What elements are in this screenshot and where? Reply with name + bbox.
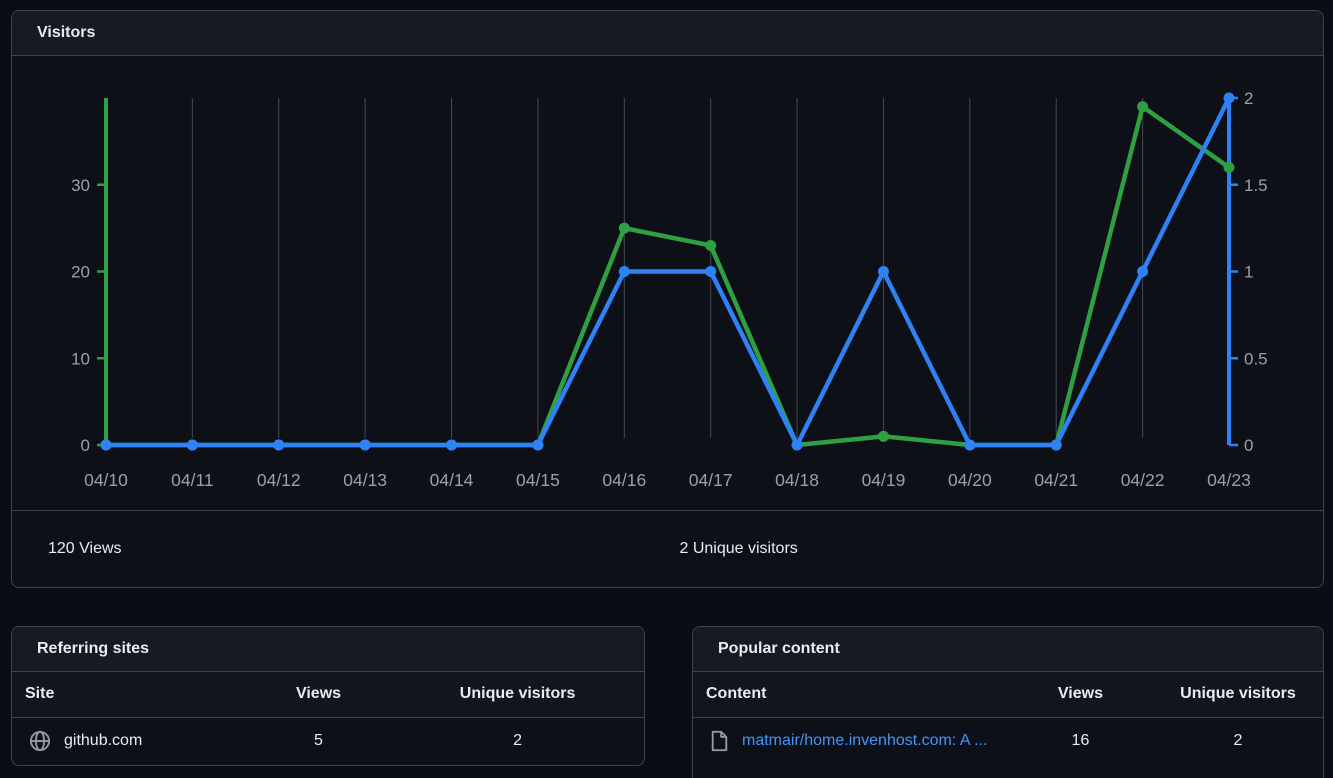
table-row: github.com 5 2 bbox=[12, 717, 644, 765]
total-views-stat: 120 Views bbox=[48, 540, 122, 557]
referring-site-name: github.com bbox=[64, 732, 143, 750]
svg-text:04/12: 04/12 bbox=[257, 470, 301, 490]
svg-text:0.5: 0.5 bbox=[1244, 349, 1268, 368]
svg-text:04/20: 04/20 bbox=[948, 470, 992, 490]
x-axis-labels: 04/10 04/11 04/12 04/13 04/14 04/15 04/16 04/17… bbox=[84, 470, 1251, 490]
visitors-chart: 0 10 20 30 0 0.5 1 1.5 2 04/10 04/11 04/12 04/13 04/1… bbox=[12, 56, 1323, 510]
svg-text:1.5: 1.5 bbox=[1244, 176, 1268, 195]
popular-content-title: Popular content bbox=[718, 640, 840, 657]
column-header-site: Site bbox=[12, 672, 246, 718]
svg-text:04/16: 04/16 bbox=[602, 470, 646, 490]
data-point[interactable] bbox=[618, 266, 630, 277]
svg-text:04/23: 04/23 bbox=[1207, 470, 1251, 490]
visitors-summary: 120 Views 2 Unique visitors bbox=[12, 510, 1323, 587]
svg-text:04/21: 04/21 bbox=[1034, 470, 1078, 490]
svg-text:04/10: 04/10 bbox=[84, 470, 128, 490]
svg-text:0: 0 bbox=[1244, 436, 1253, 455]
data-point[interactable] bbox=[273, 439, 285, 451]
svg-text:30: 30 bbox=[71, 176, 90, 195]
data-point[interactable] bbox=[877, 266, 889, 277]
visitors-card-header: Visitors bbox=[12, 11, 1323, 56]
column-header-views: Views bbox=[245, 672, 392, 718]
data-point[interactable] bbox=[532, 439, 544, 451]
table-row: matmair/home.invenhost.com: A ... 16 2 bbox=[693, 717, 1323, 765]
right-axis: 0 0.5 1 1.5 2 bbox=[1227, 89, 1268, 455]
data-point[interactable] bbox=[1223, 92, 1235, 104]
data-point[interactable] bbox=[705, 266, 717, 277]
left-axis: 0 10 20 30 bbox=[71, 98, 108, 455]
data-point[interactable] bbox=[1137, 101, 1149, 113]
series-unique-visitors bbox=[100, 92, 1235, 451]
svg-text:04/22: 04/22 bbox=[1121, 470, 1165, 490]
total-unique-visitors-stat: 2 Unique visitors bbox=[679, 540, 798, 557]
svg-text:20: 20 bbox=[71, 263, 90, 282]
svg-text:04/17: 04/17 bbox=[689, 470, 733, 490]
svg-text:2: 2 bbox=[1244, 89, 1253, 108]
data-point[interactable] bbox=[877, 430, 889, 442]
referring-sites-header: Referring sites bbox=[12, 627, 644, 672]
chart-gridlines bbox=[191, 98, 1144, 438]
svg-text:10: 10 bbox=[71, 349, 90, 368]
column-header-unique-visitors: Unique visitors bbox=[391, 672, 644, 718]
data-point[interactable] bbox=[100, 439, 112, 451]
popular-content-link[interactable]: matmair/home.invenhost.com: A ... bbox=[742, 732, 988, 750]
data-point[interactable] bbox=[1137, 266, 1149, 277]
data-point[interactable] bbox=[359, 439, 371, 451]
series-views bbox=[100, 101, 1235, 451]
referring-sites-header-row: Site Views Unique visitors bbox=[12, 672, 644, 718]
svg-text:04/15: 04/15 bbox=[516, 470, 560, 490]
popular-content-header: Popular content bbox=[693, 627, 1323, 672]
svg-text:0: 0 bbox=[81, 436, 90, 455]
data-point[interactable] bbox=[705, 239, 717, 251]
svg-text:04/19: 04/19 bbox=[862, 470, 906, 490]
column-header-views: Views bbox=[1008, 672, 1153, 718]
traffic-tables-row: Referring sites Site Views Unique visito… bbox=[11, 626, 1324, 778]
svg-text:04/11: 04/11 bbox=[171, 470, 214, 490]
popular-content-views: 16 bbox=[1071, 732, 1090, 750]
visitors-title: Visitors bbox=[37, 24, 96, 41]
file-icon bbox=[710, 730, 729, 752]
data-point[interactable] bbox=[1223, 161, 1235, 173]
referring-sites-card: Referring sites Site Views Unique visito… bbox=[11, 626, 645, 766]
svg-text:04/18: 04/18 bbox=[775, 470, 819, 490]
data-point[interactable] bbox=[791, 439, 803, 451]
visitors-card: Visitors 0 10 20 30 0 0.5 1 1.5 2 04/10 04/11 04/12… bbox=[11, 10, 1324, 588]
data-point[interactable] bbox=[964, 439, 976, 451]
column-header-unique-visitors: Unique visitors bbox=[1152, 672, 1323, 718]
popular-content-unique: 2 bbox=[1233, 732, 1243, 750]
popular-content-header-row: Content Views Unique visitors bbox=[693, 672, 1323, 718]
data-point[interactable] bbox=[446, 439, 458, 451]
popular-content-table: Content Views Unique visitors bbox=[693, 672, 1323, 765]
referring-sites-table: Site Views Unique visitors bbox=[12, 672, 644, 765]
referring-site-unique: 2 bbox=[513, 732, 523, 750]
data-point[interactable] bbox=[1050, 439, 1062, 451]
referring-sites-title: Referring sites bbox=[37, 640, 150, 657]
referring-site-views: 5 bbox=[314, 732, 323, 750]
column-header-content: Content bbox=[693, 672, 1008, 718]
svg-text:04/13: 04/13 bbox=[343, 470, 387, 490]
popular-content-card: Popular content Content Views Unique vis… bbox=[692, 626, 1324, 778]
svg-text:1: 1 bbox=[1244, 263, 1253, 282]
data-point[interactable] bbox=[186, 439, 198, 451]
svg-text:04/14: 04/14 bbox=[430, 470, 474, 490]
data-point[interactable] bbox=[618, 222, 630, 234]
globe-icon bbox=[29, 730, 51, 752]
